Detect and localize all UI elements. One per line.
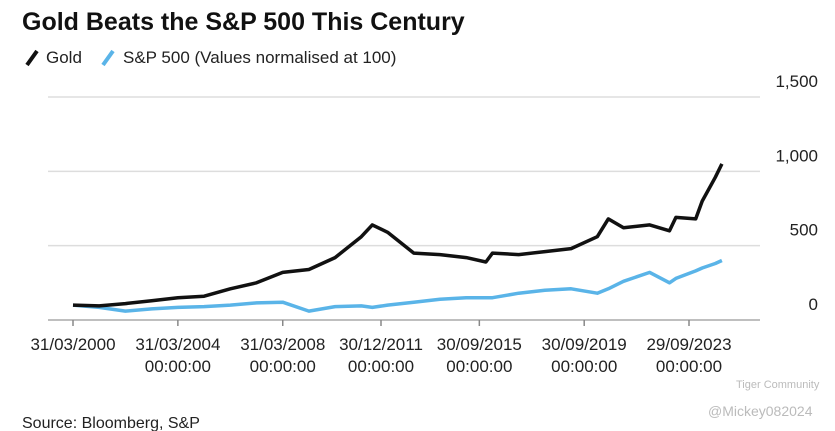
x-tick-label: 31/03/2004 00:00:00	[135, 335, 221, 376]
watermark: Tiger Community	[736, 379, 820, 391]
y-tick-label: 1,500	[775, 72, 818, 91]
y-tick-label: 1,000	[775, 146, 818, 165]
legend-label: S&P 500 (Values normalised at 100)	[123, 48, 396, 67]
y-tick-label: 0	[809, 295, 818, 314]
legend-label: Gold	[46, 48, 82, 67]
x-tick-label: 31/03/2008 00:00:00	[240, 335, 326, 376]
source: Source: Bloomberg, S&P	[22, 415, 200, 431]
legend-swatch	[101, 49, 115, 67]
series-line	[72, 163, 724, 308]
legend-swatch	[25, 49, 39, 67]
series-line	[72, 258, 723, 313]
x-tick-label: 31/03/2000	[30, 335, 116, 354]
y-tick-label: 500	[790, 221, 818, 240]
watermark: @Mickey082024	[708, 403, 813, 419]
x-tick-label: 30/12/2011 00:00:00	[339, 335, 423, 376]
x-tick-label: 30/09/2019 00:00:00	[541, 335, 627, 376]
x-tick-label: 30/09/2015 00:00:00	[436, 335, 522, 376]
chart-title: Gold Beats the S&P 500 This Century	[22, 8, 465, 36]
x-tick-label: 29/09/2023 00:00:00	[646, 335, 732, 376]
